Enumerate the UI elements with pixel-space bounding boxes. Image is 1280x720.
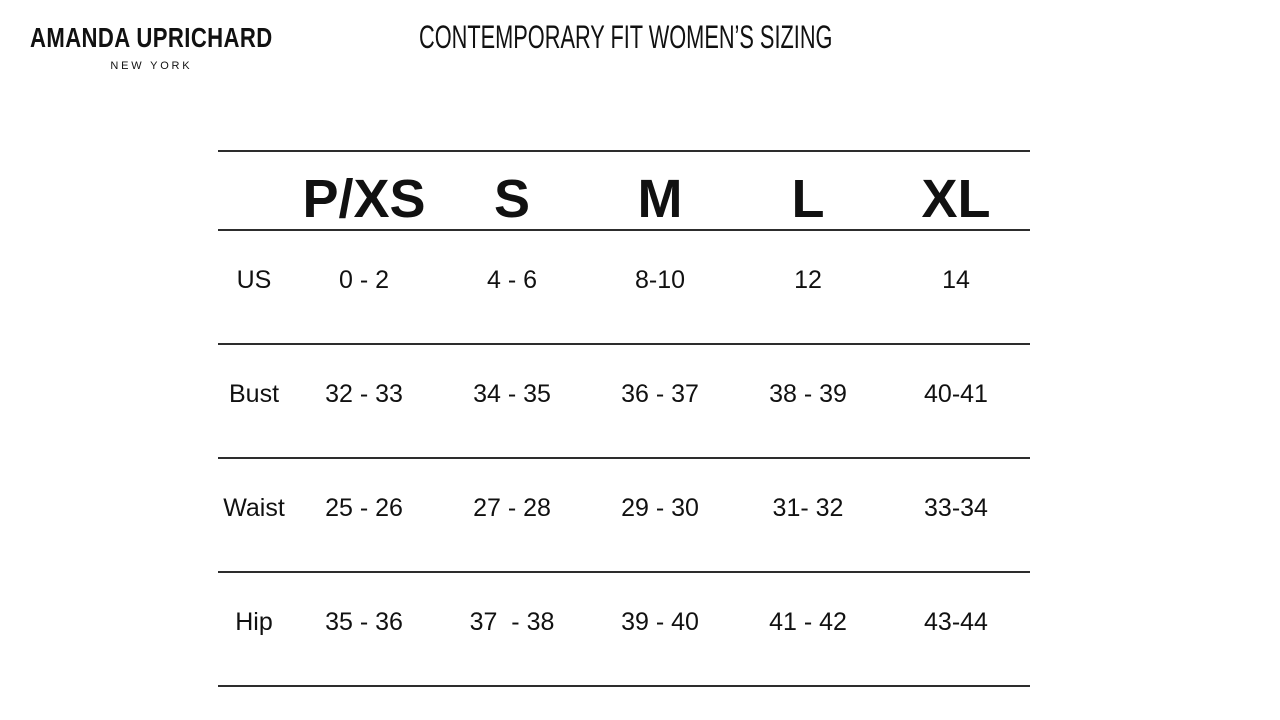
table-cell: 43-44 [924, 608, 988, 636]
brand-city: NEW YORK [110, 60, 193, 72]
table-cell: 36 - 37 [621, 380, 699, 408]
table-row-bust: Bust 32 - 33 34 - 35 36 - 37 38 - 39 40-… [218, 344, 1030, 458]
table-cell: 14 [942, 266, 970, 294]
table-header-row: P/XS S M L XL [218, 151, 1030, 230]
table-cell: 33-34 [924, 494, 988, 522]
table-cell: 0 - 2 [338, 266, 390, 294]
table-corner-cell [218, 151, 290, 230]
table-row-waist: Waist 25 - 26 27 - 28 29 - 30 31- 32 33-… [218, 458, 1030, 572]
table-cell: 27 - 28 [473, 494, 551, 522]
table-cell: 32 - 33 [325, 380, 403, 408]
table-cell: 34 - 35 [473, 380, 551, 408]
table-row-hip: Hip 35 - 36 37 - 38 39 - 40 41 - 42 43-4… [218, 572, 1030, 686]
brand-name: AMANDA UPRICHARD [30, 22, 273, 53]
table-cell: 31- 32 [772, 494, 844, 522]
column-header-l: L [791, 169, 825, 229]
sizing-table: P/XS S M L XL US 0 - 2 4 - 6 8-10 12 14 … [218, 150, 1030, 687]
row-label-hip: Hip [235, 608, 273, 636]
table-cell: 8-10 [634, 266, 686, 294]
brand-logo: AMANDA UPRICHARD NEW YORK [30, 22, 273, 73]
column-header-s: S [493, 169, 531, 229]
table-cell: 39 - 40 [621, 608, 699, 636]
row-label-us: US [236, 266, 272, 294]
table-cell: 4 - 6 [486, 266, 538, 294]
table-cell: 25 - 26 [325, 494, 403, 522]
row-label-bust: Bust [228, 380, 280, 408]
column-header-xl: XL [921, 169, 991, 229]
table-cell: 12 [794, 266, 822, 294]
table-cell: 37 - 38 [469, 608, 555, 636]
table-cell: 38 - 39 [769, 380, 847, 408]
table-cell: 40-41 [924, 380, 988, 408]
row-label-waist: Waist [223, 494, 285, 522]
table-cell: 29 - 30 [621, 494, 699, 522]
column-header-m: M [637, 169, 683, 229]
table-cell: 35 - 36 [325, 608, 403, 636]
table-cell: 41 - 42 [769, 608, 847, 636]
column-header-pxs: P/XS [302, 169, 426, 229]
page-title: CONTEMPORARY FIT WOMEN’S SIZING [419, 19, 833, 55]
table-row-us: US 0 - 2 4 - 6 8-10 12 14 [218, 230, 1030, 344]
